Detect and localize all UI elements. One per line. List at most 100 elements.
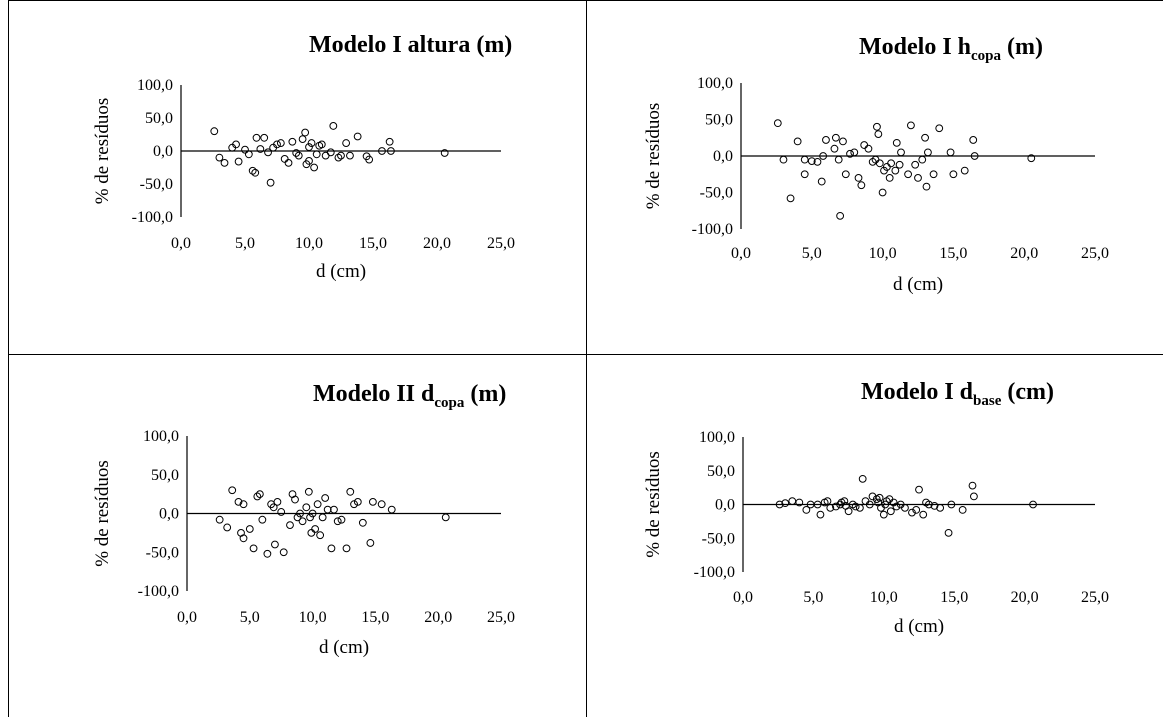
data-point [878, 188, 887, 197]
data-point [970, 492, 978, 501]
chart-title-main: Modelo II d [313, 381, 435, 407]
chart-panel-dcopa: Modelo II dcopa (m) 100,0 50,0 0,0 -50,0 -100… [9, 355, 586, 717]
data-point [273, 140, 281, 149]
y-tick-label: 50,0 [705, 112, 733, 129]
data-point [846, 149, 854, 158]
data-point [831, 133, 840, 142]
chart-altura: Modelo I altura (m) 100,0 50,0 0,0 -50,0 -100… [92, 32, 515, 282]
data-point [298, 517, 307, 526]
y-tick-label: 50,0 [145, 110, 173, 127]
data-point [308, 509, 317, 518]
data-point [819, 152, 828, 160]
data-point [306, 513, 314, 522]
data-point [342, 139, 351, 147]
data-point [897, 148, 905, 157]
data-point [911, 160, 920, 169]
x-tick-label: 25,0 [487, 235, 515, 252]
data-point [970, 152, 979, 160]
data-point [273, 497, 282, 506]
data-point [817, 177, 826, 186]
chart-title-unit: (m) [1001, 34, 1043, 60]
data-point [1027, 154, 1036, 163]
data-point [248, 166, 257, 175]
x-tick-label: 10,0 [295, 235, 323, 252]
chart-dbase: Modelo I dbase (cm) 100,0 50,0 0,0 -50,0 -100… [643, 379, 1109, 637]
data-point [385, 137, 394, 146]
data-point [895, 160, 904, 169]
grid-border-top [8, 0, 1163, 1]
data-point [334, 153, 343, 162]
data-point [921, 133, 929, 142]
data-point [839, 137, 847, 146]
data-point [239, 534, 248, 543]
x-tick-label: 25,0 [487, 609, 515, 626]
data-point [907, 121, 915, 130]
data-point [251, 168, 260, 177]
grid-divider-horizontal [8, 354, 1163, 355]
chart-title-subscript: copa [434, 395, 465, 411]
data-point [946, 148, 955, 157]
grid-border-left [8, 0, 9, 717]
y-tick-label: -50,0 [700, 185, 733, 202]
data-point [857, 181, 866, 190]
data-point [891, 166, 900, 175]
data-point [346, 487, 355, 496]
data-point [850, 148, 859, 157]
data-point [318, 513, 327, 522]
data-point [960, 166, 969, 175]
data-point [241, 145, 249, 154]
chart-title-unit: (m) [464, 381, 506, 407]
data-point [892, 138, 901, 147]
x-tick-label: 5,0 [803, 589, 823, 606]
data-point [294, 151, 303, 160]
data-point [333, 517, 342, 526]
x-tick-label: 0,0 [733, 589, 753, 606]
data-point [327, 544, 336, 553]
x-tick-label: 5,0 [240, 609, 260, 626]
data-point [879, 510, 888, 519]
data-point [813, 157, 822, 166]
x-axis-label: d (cm) [316, 261, 366, 282]
data-point [800, 155, 809, 164]
y-tick-label: 100,0 [137, 77, 173, 94]
data-point [855, 503, 864, 512]
data-point [264, 148, 272, 157]
data-point [875, 493, 884, 502]
y-axis-label: % de resíduos [643, 451, 664, 558]
x-tick-label: 5,0 [802, 245, 822, 262]
data-point [277, 508, 286, 516]
chart-title-dcopa: Modelo II dcopa (m) [313, 381, 506, 411]
data-point [311, 525, 320, 533]
data-point [302, 503, 311, 512]
x-axis-label: d (cm) [319, 637, 369, 658]
y-tick-label: 100,0 [699, 429, 735, 446]
data-point [256, 145, 265, 153]
y-tick-label: -50,0 [140, 176, 173, 193]
data-point [353, 497, 362, 506]
data-point [836, 211, 845, 220]
y-axis-label: % de resíduos [92, 460, 113, 567]
chart-title-hcopa: Modelo I hcopa (m) [859, 34, 1043, 64]
data-point [321, 151, 330, 160]
data-point [807, 157, 816, 166]
data-point [822, 136, 830, 144]
data-point [841, 170, 850, 179]
data-point [889, 498, 898, 507]
data-point [234, 497, 243, 506]
data-point [292, 149, 301, 157]
data-point [323, 505, 332, 514]
data-point [885, 174, 894, 182]
x-axis-label: d (cm) [894, 616, 944, 637]
data-point [258, 515, 267, 524]
data-point [223, 523, 232, 532]
data-point [253, 492, 262, 501]
data-point [851, 502, 860, 511]
data-point [873, 122, 881, 131]
data-point [387, 505, 396, 514]
data-point [377, 500, 386, 509]
chart-title-main: Modelo I altura (m) [309, 32, 512, 58]
data-point [930, 501, 939, 510]
data-point [321, 494, 330, 502]
x-tick-label: 0,0 [177, 609, 197, 626]
